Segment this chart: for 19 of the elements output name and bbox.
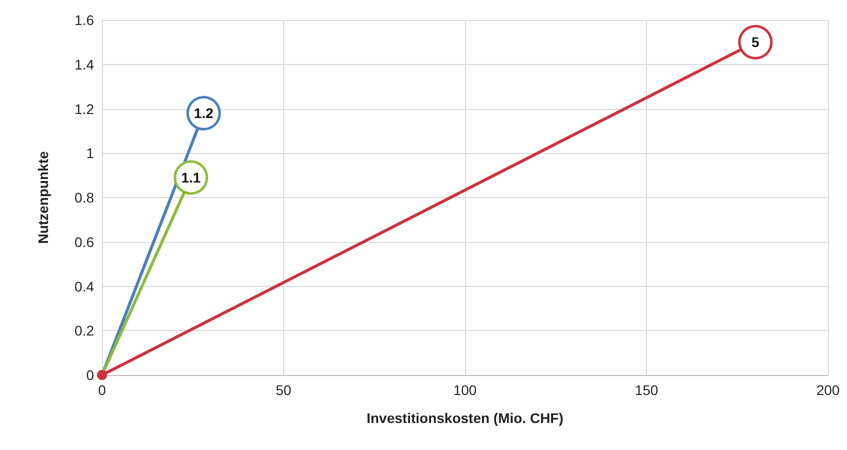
y-tick-label: 0.4 (74, 278, 94, 294)
y-axis-title: Nutzenpunkte (35, 151, 51, 244)
series-label: 1.1 (181, 170, 201, 186)
y-tick-label: 1 (86, 145, 94, 162)
y-tick-label: 0.2 (74, 322, 94, 339)
y-tick-label: 1.2 (74, 100, 94, 117)
y-tick-label: 1.4 (74, 56, 94, 72)
y-tick-label: 0.6 (74, 234, 94, 250)
x-tick-label: 200 (816, 382, 840, 398)
series-label: 1.2 (194, 105, 214, 122)
y-tick-label: 0 (86, 367, 94, 383)
x-axis-title: Investitionskosten (Mio. CHF) (366, 410, 564, 426)
y-tick-label: 1.6 (74, 12, 94, 28)
y-tick-label: 0.8 (74, 190, 94, 206)
x-tick-label: 50 (276, 382, 292, 398)
series-label: 5 (752, 34, 760, 50)
x-tick-label: 100 (453, 382, 477, 398)
x-tick-label: 0 (98, 382, 106, 398)
x-tick-label: 150 (634, 382, 658, 398)
